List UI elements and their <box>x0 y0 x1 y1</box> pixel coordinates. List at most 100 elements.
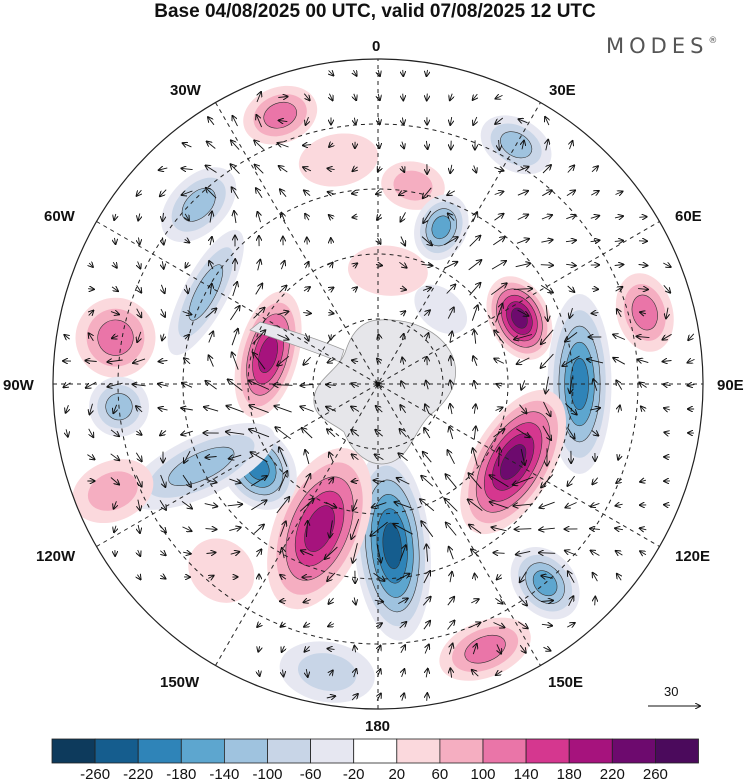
wind-vector <box>473 93 478 100</box>
wind-vector <box>182 527 192 531</box>
wind-vector <box>183 552 191 554</box>
wind-vector <box>64 335 69 339</box>
wind-vector <box>663 285 670 292</box>
wind-vector <box>275 427 291 440</box>
wind-vector <box>376 543 381 563</box>
wind-vector <box>614 241 623 242</box>
wind-vector <box>352 360 359 361</box>
wind-vector <box>451 356 452 366</box>
wind-vector <box>252 330 266 345</box>
colorbar-tick-label: -100 <box>252 766 283 783</box>
wind-vector <box>374 600 383 602</box>
wind-vector <box>234 211 236 224</box>
wind-vector <box>249 381 270 390</box>
wind-vector <box>258 670 259 676</box>
wind-vector <box>110 312 119 315</box>
wind-vector <box>254 140 265 150</box>
wind-vector <box>305 646 310 651</box>
wind-vector <box>522 141 524 150</box>
wind-vector <box>209 261 213 270</box>
wind-vector <box>278 143 289 147</box>
wind-vector <box>230 306 239 321</box>
wind-vector <box>494 214 504 221</box>
colorbar-tick-label: 140 <box>513 766 539 783</box>
wind-vector <box>137 308 142 318</box>
wind-vector <box>136 431 141 435</box>
lon-label-0: 0 <box>372 38 381 55</box>
wind-vector <box>421 476 434 487</box>
colorbar-tick-label: 60 <box>431 766 449 783</box>
wind-vector <box>490 502 509 509</box>
brand-name: MODES <box>606 34 709 58</box>
pole-marker <box>375 381 381 387</box>
wind-vector <box>517 215 528 220</box>
wind-vector <box>539 501 555 508</box>
wind-vector <box>208 332 213 343</box>
wind-vector <box>256 188 263 199</box>
wind-vector <box>492 527 507 531</box>
wind-vector <box>494 192 504 195</box>
wind-vector <box>541 601 553 602</box>
wind-vectors <box>63 70 695 701</box>
wind-vector <box>565 551 578 556</box>
wind-vector <box>326 696 335 698</box>
wind-vector <box>278 97 287 98</box>
wind-vector <box>305 333 308 340</box>
wind-vector <box>301 384 314 385</box>
wind-vector <box>473 644 476 655</box>
wind-vector <box>161 284 164 293</box>
wind-vector <box>450 404 452 415</box>
wind-vector <box>89 428 94 437</box>
wind-vector <box>138 549 141 556</box>
wind-vector <box>468 260 482 271</box>
wind-vector <box>519 404 527 414</box>
wind-vector <box>181 501 192 508</box>
colorbar-swatch <box>611 738 656 764</box>
wind-vector <box>450 332 452 343</box>
colorbar-swatch <box>568 738 613 764</box>
wind-vector <box>516 428 529 437</box>
wind-vector <box>160 431 167 436</box>
wind-vector <box>306 521 307 538</box>
wind-vector <box>378 93 380 100</box>
wind-vector <box>378 646 381 653</box>
wind-vector <box>205 381 217 390</box>
wind-vector <box>281 213 284 222</box>
wind-vector <box>329 288 334 291</box>
wind-vector <box>447 307 454 319</box>
wind-vector <box>449 644 452 655</box>
wind-vector <box>541 576 553 579</box>
wind-vector <box>421 236 432 246</box>
wind-vector <box>354 669 357 678</box>
wind-vector <box>161 308 165 317</box>
wind-vector <box>85 361 97 362</box>
wind-vector <box>396 574 410 581</box>
wind-vector <box>562 355 580 366</box>
wind-vector <box>378 69 380 76</box>
wind-vector <box>493 622 505 628</box>
colorbar-tick-label: -180 <box>166 766 197 783</box>
wind-vector <box>541 215 552 219</box>
wind-vector <box>159 525 166 533</box>
wind-vector <box>281 261 284 270</box>
wind-vector <box>185 213 189 220</box>
lon-label-150e: 150E <box>548 674 584 691</box>
wind-vector <box>328 359 335 362</box>
wind-vector <box>376 192 383 194</box>
colorbar-swatch <box>525 738 570 764</box>
wind-vector <box>162 237 163 244</box>
wind-vector <box>513 476 534 485</box>
wind-vector <box>493 237 504 246</box>
wind-vector <box>257 623 261 627</box>
wind-vector <box>641 407 645 412</box>
wind-vector <box>160 551 165 556</box>
wind-vector <box>497 575 502 580</box>
wind-vector <box>688 359 695 362</box>
wind-vector <box>378 117 379 125</box>
wind-vector <box>688 333 695 340</box>
wind-vector <box>664 432 669 433</box>
wind-vector <box>354 117 355 125</box>
wind-vector <box>513 289 532 290</box>
wind-vector <box>353 70 356 76</box>
